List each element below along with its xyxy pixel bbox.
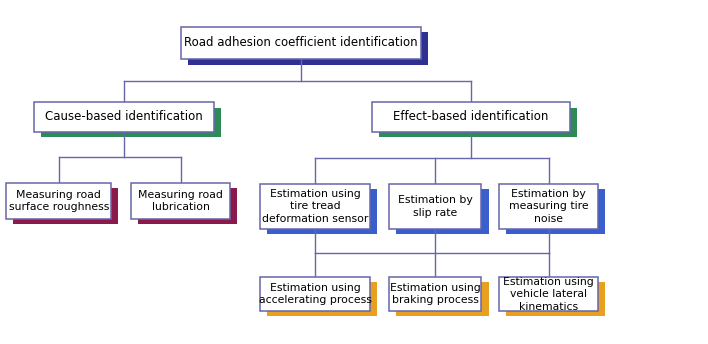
Text: Measuring road
lubrication: Measuring road lubrication bbox=[138, 190, 223, 213]
FancyBboxPatch shape bbox=[13, 189, 118, 225]
FancyBboxPatch shape bbox=[389, 184, 481, 229]
FancyBboxPatch shape bbox=[506, 282, 605, 316]
FancyBboxPatch shape bbox=[396, 189, 489, 234]
Text: Effect-based identification: Effect-based identification bbox=[393, 110, 549, 123]
Text: Estimation using
accelerating process: Estimation using accelerating process bbox=[258, 283, 372, 305]
Text: Measuring road
surface roughness: Measuring road surface roughness bbox=[8, 190, 109, 213]
FancyBboxPatch shape bbox=[396, 282, 489, 316]
FancyBboxPatch shape bbox=[261, 184, 370, 229]
FancyBboxPatch shape bbox=[499, 184, 598, 229]
Text: Estimation by
measuring tire
noise: Estimation by measuring tire noise bbox=[509, 189, 588, 224]
Text: Estimation using
braking process: Estimation using braking process bbox=[390, 283, 481, 305]
FancyBboxPatch shape bbox=[181, 27, 421, 59]
FancyBboxPatch shape bbox=[389, 277, 481, 311]
FancyBboxPatch shape bbox=[33, 103, 214, 131]
FancyBboxPatch shape bbox=[6, 183, 111, 219]
FancyBboxPatch shape bbox=[506, 189, 605, 234]
FancyBboxPatch shape bbox=[40, 107, 221, 137]
FancyBboxPatch shape bbox=[499, 277, 598, 311]
Text: Road adhesion coefficient identification: Road adhesion coefficient identification bbox=[184, 36, 418, 50]
FancyBboxPatch shape bbox=[267, 189, 377, 234]
FancyBboxPatch shape bbox=[131, 183, 230, 219]
Text: Cause-based identification: Cause-based identification bbox=[45, 110, 202, 123]
FancyBboxPatch shape bbox=[267, 282, 377, 316]
Text: Estimation using
tire tread
deformation sensor: Estimation using tire tread deformation … bbox=[262, 189, 368, 224]
FancyBboxPatch shape bbox=[138, 189, 237, 225]
Text: Estimation by
slip rate: Estimation by slip rate bbox=[398, 195, 473, 218]
FancyBboxPatch shape bbox=[372, 103, 570, 131]
Text: Estimation using
vehicle lateral
kinematics: Estimation using vehicle lateral kinemat… bbox=[503, 277, 594, 312]
FancyBboxPatch shape bbox=[261, 277, 370, 311]
FancyBboxPatch shape bbox=[379, 107, 577, 137]
FancyBboxPatch shape bbox=[188, 32, 428, 65]
